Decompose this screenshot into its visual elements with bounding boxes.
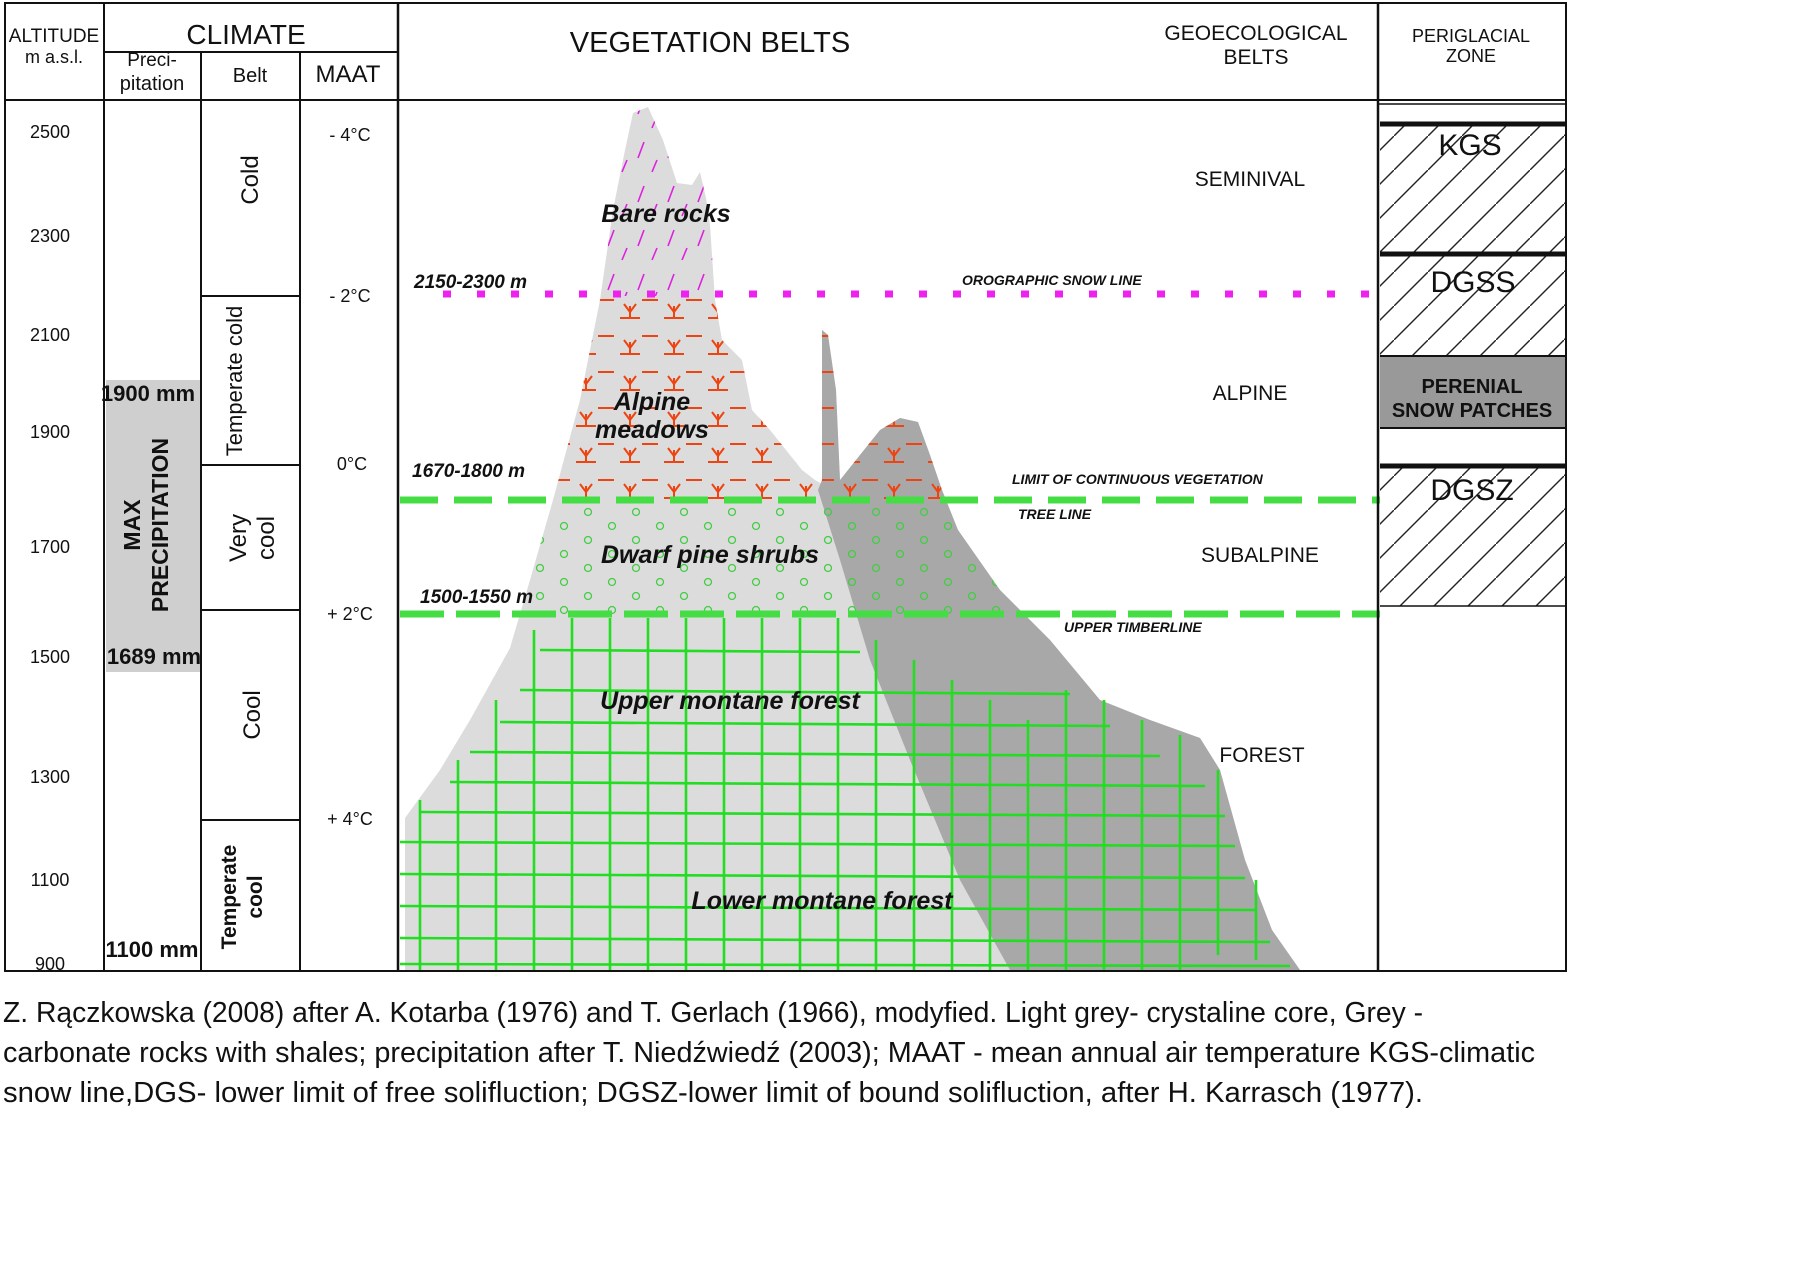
precip-base-value: 1100 mm xyxy=(106,937,199,962)
altitude-axis: 2500 2300 2100 1900 1700 1500 1300 1100 … xyxy=(30,122,70,974)
maat-tick: + 4°C xyxy=(327,809,373,829)
timberline-label: UPPER TIMBERLINE xyxy=(1064,619,1202,635)
max-precipitation-band xyxy=(106,380,200,672)
climate-header: CLIMATE xyxy=(186,19,305,50)
kgs-label: KGS xyxy=(1438,129,1501,162)
belt-header: Belt xyxy=(233,65,268,87)
forest-grid xyxy=(399,618,1291,970)
timberline-range: 1500-1550 m xyxy=(420,587,533,608)
geoecological-labels: SEMINIVAL ALPINE SUBALPINE FOREST xyxy=(1195,168,1319,767)
altitude-tick: 1700 xyxy=(30,537,70,557)
bare-rock-hatch xyxy=(600,107,715,296)
dgsz-zone xyxy=(1380,466,1566,606)
maat-header: MAAT xyxy=(316,61,381,88)
dwarf-pine-hatch xyxy=(518,504,1028,618)
geoecological-header-1: GEOECOLOGICAL xyxy=(1164,22,1347,45)
precipitation-header-2: pitation xyxy=(120,73,185,95)
geo-alpine: ALPINE xyxy=(1213,382,1288,405)
maat-tick: 0°C xyxy=(337,454,367,474)
geoecological-header-2: BELTS xyxy=(1224,46,1289,69)
vegetation-belts-header: VEGETATION BELTS xyxy=(570,27,850,59)
upper-montane-label: Upper montane forest xyxy=(600,687,861,715)
header-labels: ALTITUDE m a.s.l. CLIMATE Preci- pitatio… xyxy=(9,19,1530,95)
kgs-zone xyxy=(1380,124,1566,252)
altitude-tick: 2300 xyxy=(30,226,70,246)
bare-rocks-label: Bare rocks xyxy=(601,200,730,228)
dwarf-pine-label: Dwarf pine shrubs xyxy=(601,541,819,569)
dgsz-label: DGSZ xyxy=(1430,474,1513,507)
maat-tick: - 4°C xyxy=(329,125,370,145)
alpine-meadows-label-2: meadows xyxy=(595,416,709,444)
maat-tick: + 2°C xyxy=(327,604,373,624)
periglacial-header-1: PERIGLACIAL xyxy=(1412,26,1530,46)
dgss-zone xyxy=(1380,256,1566,356)
altitude-tick: 2100 xyxy=(30,325,70,345)
belt-very-cool-2: cool xyxy=(253,516,280,560)
belt-cold: Cold xyxy=(237,155,264,204)
periglacial-labels: KGS DGSS PERENIAL SNOW PATCHES DGSZ xyxy=(1392,129,1552,507)
max-precipitation-label-1: MAX xyxy=(119,499,145,551)
maat-tick: - 2°C xyxy=(329,286,370,306)
vegetation-limit-range: 1670-1800 m xyxy=(412,461,525,482)
periglacial-header-2: ZONE xyxy=(1446,46,1496,66)
precipitation-header-1: Preci- xyxy=(127,50,177,71)
altitude-unit-header: m a.s.l. xyxy=(25,47,83,67)
belt-temperate-cool-1: Temperate xyxy=(218,845,241,950)
figure-caption: Z. Rączkowska (2008) after A. Kotarba (1… xyxy=(3,997,1535,1109)
snow-line-label: OROGRAPHIC SNOW LINE xyxy=(962,272,1142,288)
caption-line: Z. Rączkowska (2008) after A. Kotarba (1… xyxy=(3,997,1423,1029)
perennial-snow-zone xyxy=(1380,356,1566,428)
altitude-tick: 900 xyxy=(35,954,65,974)
precipitation-labels: 1900 mm 1689 mm 1100 mm MAX PRECIPITATIO… xyxy=(101,381,201,962)
belt-temperate-cold: Temperate cold xyxy=(222,306,247,456)
precip-bottom-value: 1689 mm xyxy=(107,644,201,669)
dgss-label: DGSS xyxy=(1430,266,1515,299)
climate-belt-labels: Cold Temperate cold Very cool Cool Tempe… xyxy=(218,155,280,949)
caption-line: snow line,DGS- lower limit of free solif… xyxy=(3,1077,1423,1109)
altitude-tick: 2500 xyxy=(30,122,70,142)
perennial-label-1: PERENIAL xyxy=(1421,376,1522,398)
limit-line-labels: 2150-2300 m OROGRAPHIC SNOW LINE 1670-18… xyxy=(412,272,1264,635)
limit-lines xyxy=(400,290,1380,618)
vegetation-patterns xyxy=(399,107,1291,970)
max-precipitation-label-2: PRECIPITATION xyxy=(147,438,173,612)
altitude-tick: 1500 xyxy=(30,647,70,667)
vegetation-limit-label: LIMIT OF CONTINUOUS VEGETATION xyxy=(1012,471,1264,487)
altitude-tick: 1900 xyxy=(30,422,70,442)
tree-line-label: TREE LINE xyxy=(1018,506,1092,522)
caption-line: carbonate rocks with shales; precipitati… xyxy=(3,1037,1535,1069)
snow-line-range: 2150-2300 m xyxy=(413,272,527,293)
geo-seminival: SEMINIVAL xyxy=(1195,168,1305,191)
geo-subalpine: SUBALPINE xyxy=(1201,544,1319,567)
belt-very-cool-1: Very xyxy=(225,514,252,562)
altitude-header: ALTITUDE xyxy=(9,26,99,47)
lower-montane-label: Lower montane forest xyxy=(691,887,954,915)
vegetation-labels: Bare rocks Alpine meadows Dwarf pine shr… xyxy=(595,200,954,915)
geo-forest: FOREST xyxy=(1219,744,1304,767)
belt-cool: Cool xyxy=(239,690,266,739)
maat-axis: - 4°C - 2°C 0°C + 2°C + 4°C xyxy=(327,125,373,829)
belt-temperate-cool-2: cool xyxy=(244,875,267,918)
altitude-tick: 1300 xyxy=(30,767,70,787)
periglacial-zones xyxy=(1380,121,1566,607)
altitude-tick: 1100 xyxy=(31,870,70,890)
precip-top-value: 1900 mm xyxy=(101,381,195,406)
alpine-meadows-label-1: Alpine xyxy=(613,388,690,416)
table-frame xyxy=(4,2,1567,972)
perennial-label-2: SNOW PATCHES xyxy=(1392,400,1552,422)
alpine-meadow-hatch xyxy=(551,296,948,504)
